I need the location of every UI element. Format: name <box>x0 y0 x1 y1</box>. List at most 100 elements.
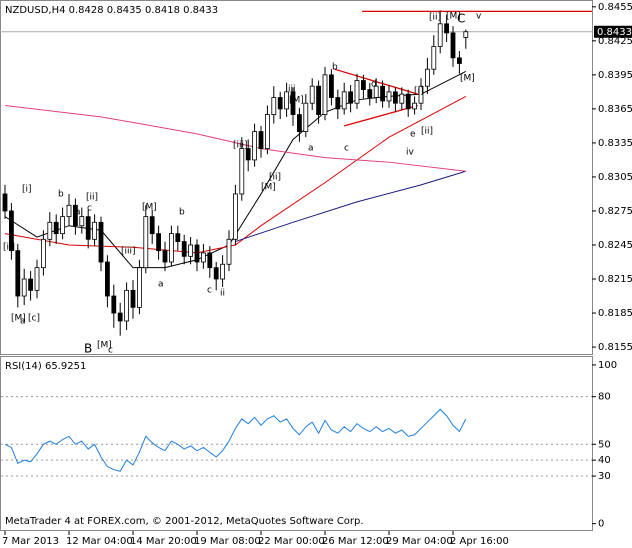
candle-body <box>220 263 226 280</box>
x-tick-label: 14 Mar 20:00 <box>130 536 197 547</box>
candle-body <box>156 233 162 252</box>
candle-body <box>444 23 450 34</box>
candle-body <box>92 221 97 240</box>
candle-body <box>405 93 411 110</box>
candle-body <box>143 216 149 269</box>
candle-body <box>412 102 418 110</box>
candle-body <box>456 57 462 64</box>
candle-body <box>328 74 334 98</box>
candle-body <box>450 32 456 59</box>
candle-body <box>431 46 437 70</box>
candle-body <box>98 221 104 263</box>
wave-label: C <box>457 12 465 26</box>
x-tick-label: 26 Mar 12:00 <box>322 536 389 547</box>
wave-label: [c] <box>28 314 40 324</box>
candle-body <box>341 91 347 110</box>
wave-label: a <box>75 208 81 218</box>
candle-body <box>463 31 469 38</box>
wave-label: [M] <box>142 203 157 213</box>
candle-body <box>418 85 424 104</box>
candle-body <box>322 74 328 115</box>
wave-label: b <box>332 63 338 73</box>
wave-label: [ii] <box>269 173 281 183</box>
candle-body <box>373 85 379 98</box>
main-pane <box>0 0 593 355</box>
candle-body <box>175 233 181 242</box>
candle-body <box>303 102 309 132</box>
wave-label: c <box>108 346 113 356</box>
wave-label: [M] <box>460 74 475 84</box>
candle-body <box>105 261 110 297</box>
candle-body <box>66 204 72 218</box>
moving-average <box>235 170 466 243</box>
y-tick-label: 0.8425 <box>598 36 632 47</box>
wave-label: c <box>344 144 349 154</box>
candle-body <box>399 93 405 104</box>
candle-body <box>360 80 366 91</box>
y-tick-label: 0.8215 <box>598 274 632 285</box>
candle-body <box>130 289 136 308</box>
candle-body <box>348 91 354 104</box>
wave-label: [M] <box>11 314 26 324</box>
candle-body <box>207 252 213 269</box>
y-tick-label: 0.8245 <box>598 240 632 251</box>
price-label: 0.8433 <box>597 27 632 38</box>
wave-label: c <box>207 286 212 296</box>
candle-body <box>79 216 85 227</box>
y-tick-label: 40 <box>598 455 611 466</box>
x-tick-label: 22 Mar 00:00 <box>258 536 325 547</box>
wave-label: ii <box>220 289 225 299</box>
candle-body <box>2 193 8 212</box>
y-tick-label: 0.8185 <box>598 308 632 319</box>
wave-label: iii <box>288 85 296 95</box>
y-tick-label: 0.8305 <box>598 172 632 183</box>
wave-label: [M] <box>446 12 461 22</box>
price-box <box>594 25 632 38</box>
wave-label: [M] <box>97 341 112 351</box>
wave-label: c <box>87 204 92 214</box>
wave-label: [ii] <box>421 127 433 137</box>
wave-label: [ii] <box>86 193 98 203</box>
y-tick-label: 0 <box>598 519 604 530</box>
wave-label: [iii] <box>233 141 248 151</box>
candle-body <box>354 80 360 104</box>
wave-label: e <box>410 130 416 140</box>
candle-body <box>149 216 155 235</box>
wave-label: iv <box>406 148 415 158</box>
wave-label: [M] <box>289 96 304 106</box>
candle-body <box>264 114 270 149</box>
chart-title: NZDUSD,H4 0.8428 0.8435 0.8418 0.8433 <box>5 5 218 16</box>
wave-label: b <box>58 190 64 200</box>
wave-label: [ii] <box>429 13 441 23</box>
candle-body <box>271 97 277 115</box>
rsi-line <box>4 408 467 472</box>
candle-body <box>53 221 59 235</box>
wave-label: b <box>179 208 185 218</box>
candle-body <box>245 148 251 161</box>
candle-body <box>424 68 430 87</box>
candle-body <box>15 250 21 297</box>
candle-body <box>316 85 322 115</box>
candle-body <box>8 210 14 252</box>
y-tick-label: 50 <box>598 439 611 450</box>
x-tick-label: 19 Mar 08:00 <box>194 536 261 547</box>
candle-body <box>124 289 129 322</box>
candle-body <box>85 216 91 240</box>
x-tick-label: 12 Mar 04:00 <box>66 536 133 547</box>
wave-label: [i] <box>22 185 32 195</box>
wave-label: [M] <box>261 183 276 193</box>
candle-body <box>111 295 117 314</box>
rsi-title: RSI(14) 65.9251 <box>5 361 86 372</box>
candle-body <box>226 238 232 265</box>
candle-body <box>41 238 46 269</box>
wave-label: [iii] <box>121 247 136 257</box>
candle-body <box>232 193 238 240</box>
candle-body <box>290 91 296 115</box>
candle-body <box>136 267 142 308</box>
candle-body <box>252 131 258 161</box>
candle-body <box>239 148 245 195</box>
candle-body <box>335 97 341 110</box>
y-tick-label: 0.8335 <box>598 138 632 149</box>
candle-body <box>200 252 206 263</box>
candle-body <box>437 23 443 47</box>
